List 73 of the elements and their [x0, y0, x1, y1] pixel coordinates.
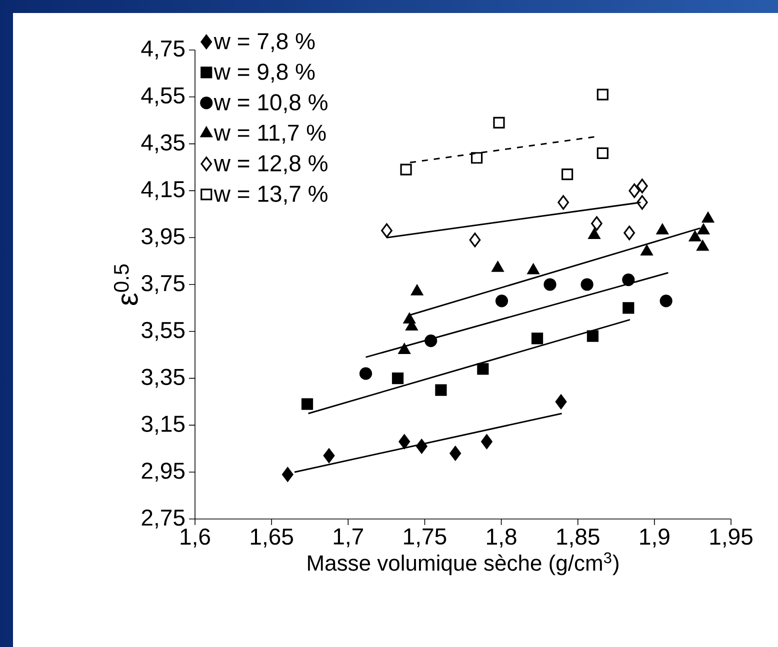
point: [689, 230, 702, 242]
point: [591, 216, 602, 231]
point: [469, 232, 481, 248]
y-tick-label: 3,35: [142, 368, 185, 388]
legend-label: w = 9,8 %: [214, 64, 315, 83]
point: [359, 367, 372, 380]
point: [622, 274, 635, 286]
point: [660, 294, 672, 308]
point: [481, 434, 492, 449]
x-tick-label: 1,95: [710, 528, 752, 548]
point: [282, 467, 294, 482]
point: [580, 278, 594, 291]
y-axis-title: ε$^{0.5}$: [114, 264, 138, 305]
point: [636, 178, 648, 194]
point: [470, 152, 483, 164]
point: [492, 261, 504, 272]
y-tick-label: 3,55: [142, 322, 185, 341]
point: [411, 284, 424, 296]
x-tick-label: 1,85: [557, 528, 600, 548]
point: [561, 168, 574, 180]
y-tick-label: 3,15: [142, 416, 185, 435]
point: [527, 264, 540, 274]
legend-label: w = 13,7 %: [214, 186, 328, 205]
point: [400, 164, 412, 176]
point: [628, 183, 640, 198]
point: [531, 332, 544, 344]
point: [493, 116, 505, 128]
point: [555, 394, 567, 410]
y-tick-label: 3,75: [142, 274, 185, 294]
point: [656, 224, 668, 234]
point: [301, 398, 314, 410]
point: [544, 278, 556, 291]
point: [495, 294, 508, 308]
point: [398, 434, 410, 449]
point: [696, 240, 709, 251]
point: [596, 147, 608, 159]
legend-label: w = 12,8 %: [214, 155, 328, 174]
point: [435, 384, 447, 396]
y-tick-label: 4,75: [141, 40, 185, 60]
point: [558, 195, 569, 210]
y-tick-label: 4,35: [141, 134, 185, 154]
point: [596, 88, 608, 100]
x-tick-label: 1,75: [404, 528, 446, 548]
point: [381, 223, 392, 238]
point: [697, 224, 710, 234]
point: [416, 439, 428, 454]
point: [624, 226, 635, 240]
y-tick-label: 2,95: [142, 462, 185, 482]
point: [702, 212, 714, 223]
y-tick-label: 4,15: [141, 181, 185, 200]
y-tick-label: 3,95: [142, 228, 185, 248]
x-axis-title: Masse volumique sèche (g/cm$^{3}$): [308, 552, 618, 576]
point: [636, 195, 648, 210]
point: [424, 334, 438, 348]
legend-label: w = 10,8 %: [214, 94, 328, 114]
y-tick-label: 2,75: [142, 509, 185, 528]
x-tick-label: 1,7: [334, 528, 363, 548]
x-tick-label: 1,6: [180, 528, 210, 548]
x-tick-label: 1,8: [487, 528, 516, 548]
x-tick-label: 1,65: [250, 528, 293, 548]
legend-label: w = 11,7 %: [214, 124, 326, 144]
y-tick-label: 4,55: [141, 88, 185, 106]
point: [392, 372, 404, 384]
point: [450, 446, 462, 461]
point: [398, 343, 410, 354]
point: [622, 302, 634, 314]
x-tick-label: 1,9: [640, 528, 670, 548]
legend-label: w = 7,8 %: [214, 33, 315, 52]
point: [323, 448, 335, 463]
point: [586, 330, 599, 342]
point: [588, 228, 600, 240]
point: [477, 363, 489, 375]
point: [640, 244, 653, 256]
